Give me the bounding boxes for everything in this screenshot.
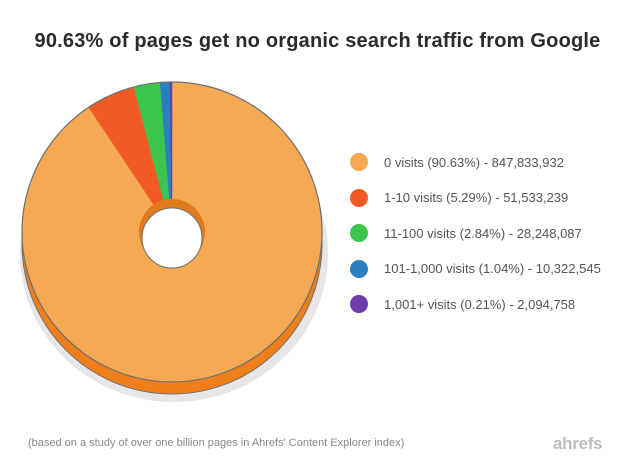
legend-item: 1,001+ visits (0.21%) - 2,094,758 [350, 294, 601, 314]
legend-swatch [350, 188, 368, 207]
chart-title: 90.63% of pages get no organic search tr… [34, 30, 601, 52]
legend-swatch [350, 259, 368, 278]
legend-label: 11-100 visits (2.84%) - 28,248,087 [384, 225, 582, 241]
legend: 0 visits (90.63%) - 847,833,932 1-10 visi… [350, 152, 601, 330]
pie-outline [21, 81, 323, 383]
legend-label: 101-1,000 visits (1.04%) - 10,322,545 [384, 261, 601, 276]
legend-item: 0 visits (90.63%) - 847,833,932 [350, 152, 601, 172]
legend-swatch [350, 295, 368, 313]
legend-label: 0 visits (90.63%) - 847,833,932 [384, 154, 564, 170]
legend-swatch [350, 224, 368, 242]
legend-item: 1-10 visits (5.29%) - 51,533,239 [350, 188, 601, 208]
legend-label: 1,001+ visits (0.21%) - 2,094,758 [384, 296, 576, 312]
legend-item: 11-100 visits (2.84%) - 28,248,087 [350, 223, 601, 243]
footnote: (based on a study of over one billion pa… [28, 437, 405, 449]
ahrefs-logo: ahrefs [553, 434, 603, 453]
legend-label: 1-10 visits (5.29%) - 51,533,239 [384, 190, 569, 205]
donut-hole [141, 207, 203, 269]
legend-swatch [350, 153, 368, 171]
legend-item: 101-1,000 visits (1.04%) - 10,322,545 [350, 259, 601, 279]
